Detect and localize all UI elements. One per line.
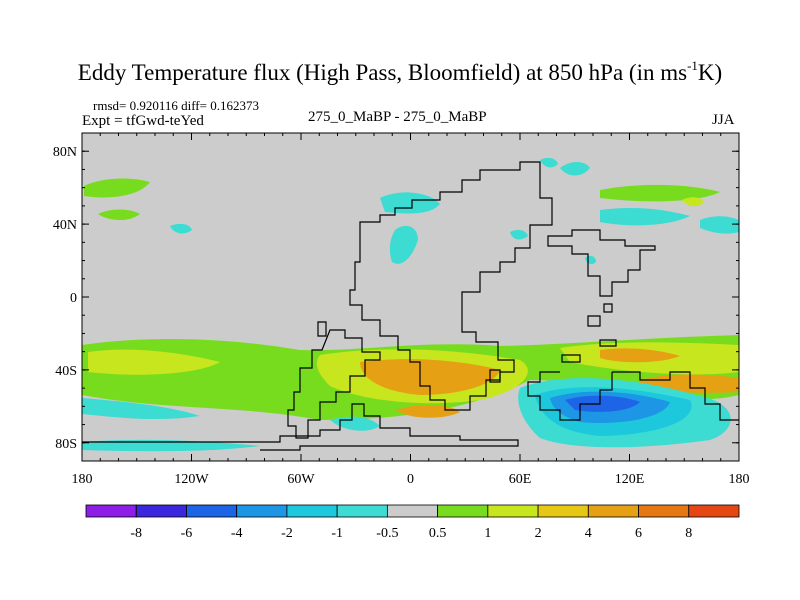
- colorbar-swatch: [286, 504, 338, 518]
- continent-outline-australia: [527, 371, 739, 421]
- x-tick-label: 60E: [509, 472, 532, 487]
- continent-outline-south-america: [287, 329, 381, 439]
- colorbar-swatch: [537, 504, 589, 518]
- island-outline: [599, 339, 617, 347]
- experiment-label: Expt = tfGwd-teYed: [82, 113, 204, 129]
- continent-outline-asia: [547, 229, 656, 297]
- y-tick-label: 40S: [55, 364, 77, 379]
- y-tick-label: 40N: [53, 218, 77, 233]
- colorbar-swatch: [688, 504, 740, 518]
- colorbar-label: -1: [331, 526, 343, 541]
- colorbar-swatch: [437, 504, 489, 518]
- continent-outline-antarctica: [82, 403, 519, 451]
- comparison-label: 275_0_MaBP - 275_0_MaBP: [308, 109, 487, 125]
- y-tick-label: 80N: [53, 145, 77, 160]
- colorbar-swatch: [587, 504, 639, 518]
- colorbar-label: -2: [281, 526, 293, 541]
- contour-north-green: [84, 178, 150, 198]
- contour-north-blue: [700, 216, 739, 234]
- contour-south-band-yellow: [88, 349, 220, 375]
- contour-north-blue: [170, 223, 192, 234]
- colorbar-swatch: [135, 504, 187, 518]
- island-outline: [317, 321, 327, 337]
- continent-outlines: [82, 161, 739, 451]
- x-tick-label: 120W: [174, 472, 209, 487]
- contour-north-blue: [510, 229, 528, 240]
- x-tick-label: 180: [72, 472, 93, 487]
- x-tick-label: 120E: [615, 472, 645, 487]
- colorbar-label: -6: [181, 526, 193, 541]
- contour-south-band-orange: [360, 359, 500, 395]
- x-tick-label: 180: [729, 472, 750, 487]
- continent-outline-africa: [349, 161, 553, 411]
- contour-fills: [82, 157, 739, 452]
- contour-south-blue: [82, 398, 200, 420]
- contour-north-green: [600, 184, 720, 202]
- colorbar-swatch: [236, 504, 288, 518]
- island-outline: [489, 369, 501, 383]
- island-outline: [587, 315, 601, 327]
- island-outline: [561, 354, 581, 363]
- contour-north-blue: [600, 208, 690, 226]
- contour-south-blue: [565, 395, 640, 412]
- colorbar: -8 -6 -4 -2 -1 -0.5 0.5 1 2 4 6 8: [85, 504, 740, 541]
- colorbar-swatch: [85, 504, 137, 518]
- contour-north-blue: [540, 157, 558, 168]
- chart-title: Eddy Temperature flux (High Pass, Bloomf…: [77, 58, 723, 85]
- y-tick-label: 0: [70, 291, 77, 306]
- x-tick-label: 0: [407, 472, 414, 487]
- colorbar-label: 4: [585, 526, 592, 541]
- contour-south-blue: [82, 439, 260, 452]
- colorbar-label: -0.5: [376, 526, 398, 541]
- colorbar-label: 6: [635, 526, 642, 541]
- island-outline: [603, 303, 613, 313]
- axis-ticks: 80N 40N 0 40S 80S 180 120W 60W 0 60E 120E 180: [53, 132, 750, 487]
- contour-north-blue: [389, 225, 418, 264]
- contour-north-yellow: [682, 197, 704, 207]
- contour-north-green: [98, 209, 140, 220]
- colorbar-label: -4: [231, 526, 243, 541]
- colorbar-label: -8: [130, 526, 142, 541]
- season-label: JJA: [712, 112, 735, 128]
- colorbar-swatch: [386, 504, 439, 518]
- colorbar-swatch: [186, 504, 238, 518]
- contour-south-band-orange: [600, 348, 680, 363]
- colorbar-swatch: [638, 504, 690, 518]
- contour-north-blue: [560, 162, 590, 176]
- colorbar-label: 2: [535, 526, 542, 541]
- colorbar-label: 1: [484, 526, 491, 541]
- stats-label: rmsd= 0.920116 diff= 0.162373: [93, 98, 259, 113]
- colorbar-label: 0.5: [429, 526, 447, 541]
- colorbar-label: 8: [685, 526, 692, 541]
- contour-south-band-orange: [396, 404, 460, 418]
- colorbar-swatch: [487, 504, 539, 518]
- colorbar-swatch: [336, 504, 388, 518]
- x-tick-label: 60W: [287, 472, 315, 487]
- y-tick-label: 80S: [55, 437, 77, 452]
